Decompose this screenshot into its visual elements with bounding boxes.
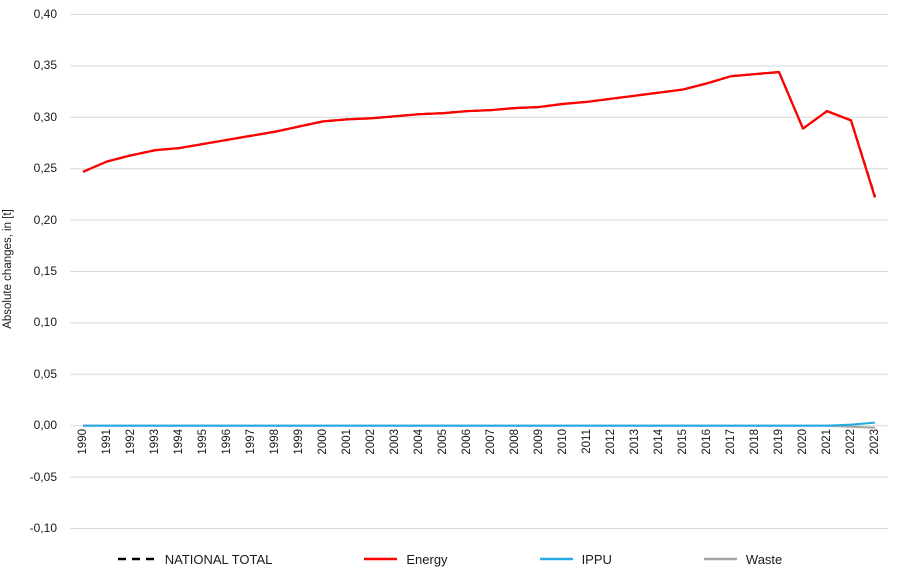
legend-swatch-waste <box>703 557 737 561</box>
x-tick-label: 2005 <box>437 429 449 455</box>
x-tick-label: 2023 <box>869 429 881 455</box>
x-tick-label: 2013 <box>629 429 641 455</box>
series-line-national-total <box>82 71 877 197</box>
y-tick-label: 0,05 <box>33 366 57 381</box>
x-tick-label: 2001 <box>341 429 353 455</box>
x-tick-label: 1990 <box>77 429 89 455</box>
legend-item-ippu: IPPU <box>539 551 612 567</box>
y-tick-label: 0,25 <box>33 161 57 176</box>
x-tick-label: 2022 <box>845 429 857 455</box>
y-tick-label: 0,00 <box>33 418 57 433</box>
y-tick-label: 0,20 <box>33 212 57 227</box>
y-tick-label: 0,30 <box>33 109 57 124</box>
legend-item-energy: Energy <box>364 551 448 567</box>
x-tick-label: 2000 <box>317 429 329 455</box>
x-tick-label: 2016 <box>701 429 713 455</box>
y-tick-label: 0,10 <box>33 315 57 330</box>
x-tick-label: 2015 <box>677 429 689 455</box>
y-tick-label: 0,40 <box>33 7 57 21</box>
x-tick-label: 1997 <box>245 429 257 455</box>
x-tick-label: 1992 <box>125 429 137 455</box>
x-tick-label: 2021 <box>821 429 833 455</box>
x-tick-label: 2002 <box>365 429 377 455</box>
x-tick-label: 1995 <box>197 429 209 455</box>
series-line-ippu <box>83 421 876 427</box>
x-tick-label: 1998 <box>269 429 281 455</box>
y-tick-label: -0,10 <box>29 521 57 535</box>
x-tick-label: 2020 <box>797 429 809 455</box>
x-tick-label: 2004 <box>413 429 425 455</box>
legend: NATIONAL TOTAL Energy IPPU Waste <box>0 546 900 572</box>
legend-swatch-ippu <box>539 557 573 561</box>
x-tick-label: 1994 <box>173 429 185 455</box>
x-tick-label: 2019 <box>773 429 785 455</box>
x-tick-label: 2010 <box>557 429 569 455</box>
legend-label: Waste <box>745 551 783 567</box>
series-line-energy <box>82 70 877 198</box>
x-tick-label: 1993 <box>149 429 161 455</box>
x-tick-label: 2009 <box>533 429 545 455</box>
y-tick-label: 0,35 <box>33 58 57 73</box>
x-tick-label: 2017 <box>725 429 737 455</box>
x-tick-label: 1991 <box>101 429 113 455</box>
x-tick-label: 2014 <box>653 429 665 455</box>
y-tick-label: -0,05 <box>29 469 57 484</box>
x-tick-label: 1999 <box>293 429 305 455</box>
legend-swatch-energy <box>364 557 398 561</box>
x-tick-label: 2008 <box>509 429 521 455</box>
x-tick-label: 1996 <box>221 429 233 455</box>
legend-item-national-total: NATIONAL TOTAL <box>117 551 273 567</box>
legend-item-waste: Waste <box>703 551 783 567</box>
y-tick-label: 0,15 <box>33 264 57 278</box>
x-tick-label: 2011 <box>581 429 593 454</box>
legend-swatch-national-total <box>117 557 156 561</box>
x-tick-label: 2007 <box>485 429 497 455</box>
x-tick-label: 2006 <box>461 429 473 455</box>
x-tick-label: 2003 <box>389 429 401 455</box>
x-tick-label: 2012 <box>605 429 617 455</box>
x-tick-label: 2018 <box>749 429 761 455</box>
legend-label: NATIONAL TOTAL <box>164 551 273 567</box>
legend-label: Energy <box>406 551 448 567</box>
legend-label: IPPU <box>581 551 612 567</box>
